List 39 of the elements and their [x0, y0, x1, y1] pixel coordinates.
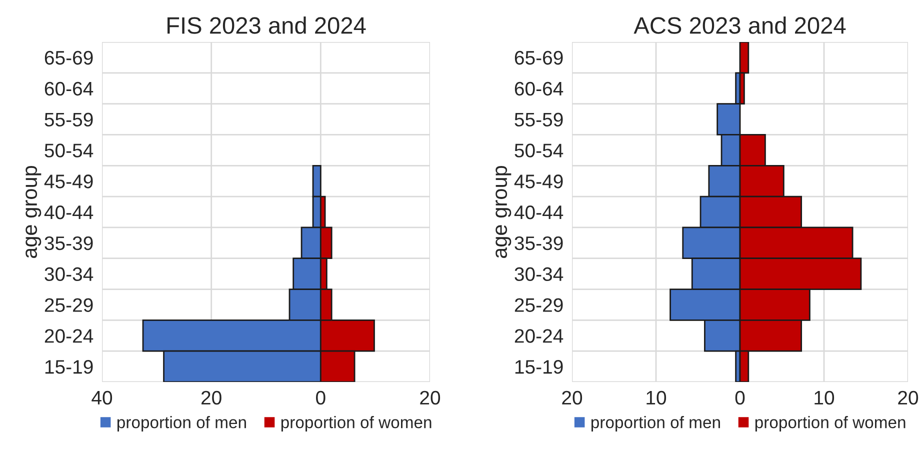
y-tick-label: 45-49	[514, 174, 563, 188]
legend-label: proportion of men	[591, 416, 720, 432]
y-tick-label: 20-24	[44, 329, 94, 343]
y-tick-label: 50-54	[44, 144, 94, 158]
y-tick-label: 60-64	[44, 82, 94, 96]
y-tick-label: 20-24	[514, 329, 564, 343]
y-tick-label: 60-64	[514, 82, 564, 96]
chart-title: FIS 2023 and 2024	[168, 16, 366, 34]
y-tick-label: 65-69	[44, 50, 93, 65]
chart-title: ACS 2023 and 2024	[634, 16, 846, 34]
x-tick-label: 10	[814, 390, 834, 405]
y-axis-title: age group	[26, 166, 42, 258]
y-tick-label: 35-39	[44, 236, 93, 250]
x-tick-label: 0	[735, 390, 745, 405]
x-tick-label: 20	[202, 390, 222, 405]
x-tick-label: 0	[316, 390, 326, 405]
y-tick-label: 55-59	[44, 112, 93, 127]
y-tick-label: 40-44	[44, 205, 94, 220]
y-tick-label: 40-44	[514, 205, 564, 220]
legend-label: proportion of women	[281, 416, 432, 432]
y-tick-label: 35-39	[514, 236, 563, 250]
y-tick-label: 45-49	[44, 174, 93, 188]
y-tick-label: 15-19	[45, 360, 93, 374]
y-tick-label: 55-59	[514, 112, 563, 127]
x-tick-label: 20	[562, 390, 582, 405]
x-tick-label: 10	[646, 390, 666, 405]
y-tick-label: 25-29	[44, 298, 93, 312]
y-tick-label: 25-29	[514, 298, 563, 312]
legend-label: proportion of women	[755, 416, 906, 432]
y-tick-label: 50-54	[514, 144, 564, 158]
y-tick-label: 15-19	[515, 360, 563, 374]
x-tick-label: 20	[898, 390, 918, 405]
y-tick-label: 30-34	[514, 267, 564, 282]
x-tick-label: 20	[420, 390, 440, 405]
y-axis-title: age group	[496, 166, 512, 258]
x-tick-label: 40	[92, 390, 112, 405]
legend-label: proportion of men	[117, 416, 246, 432]
y-tick-label: 30-34	[44, 267, 94, 282]
y-tick-label: 65-69	[514, 50, 563, 65]
